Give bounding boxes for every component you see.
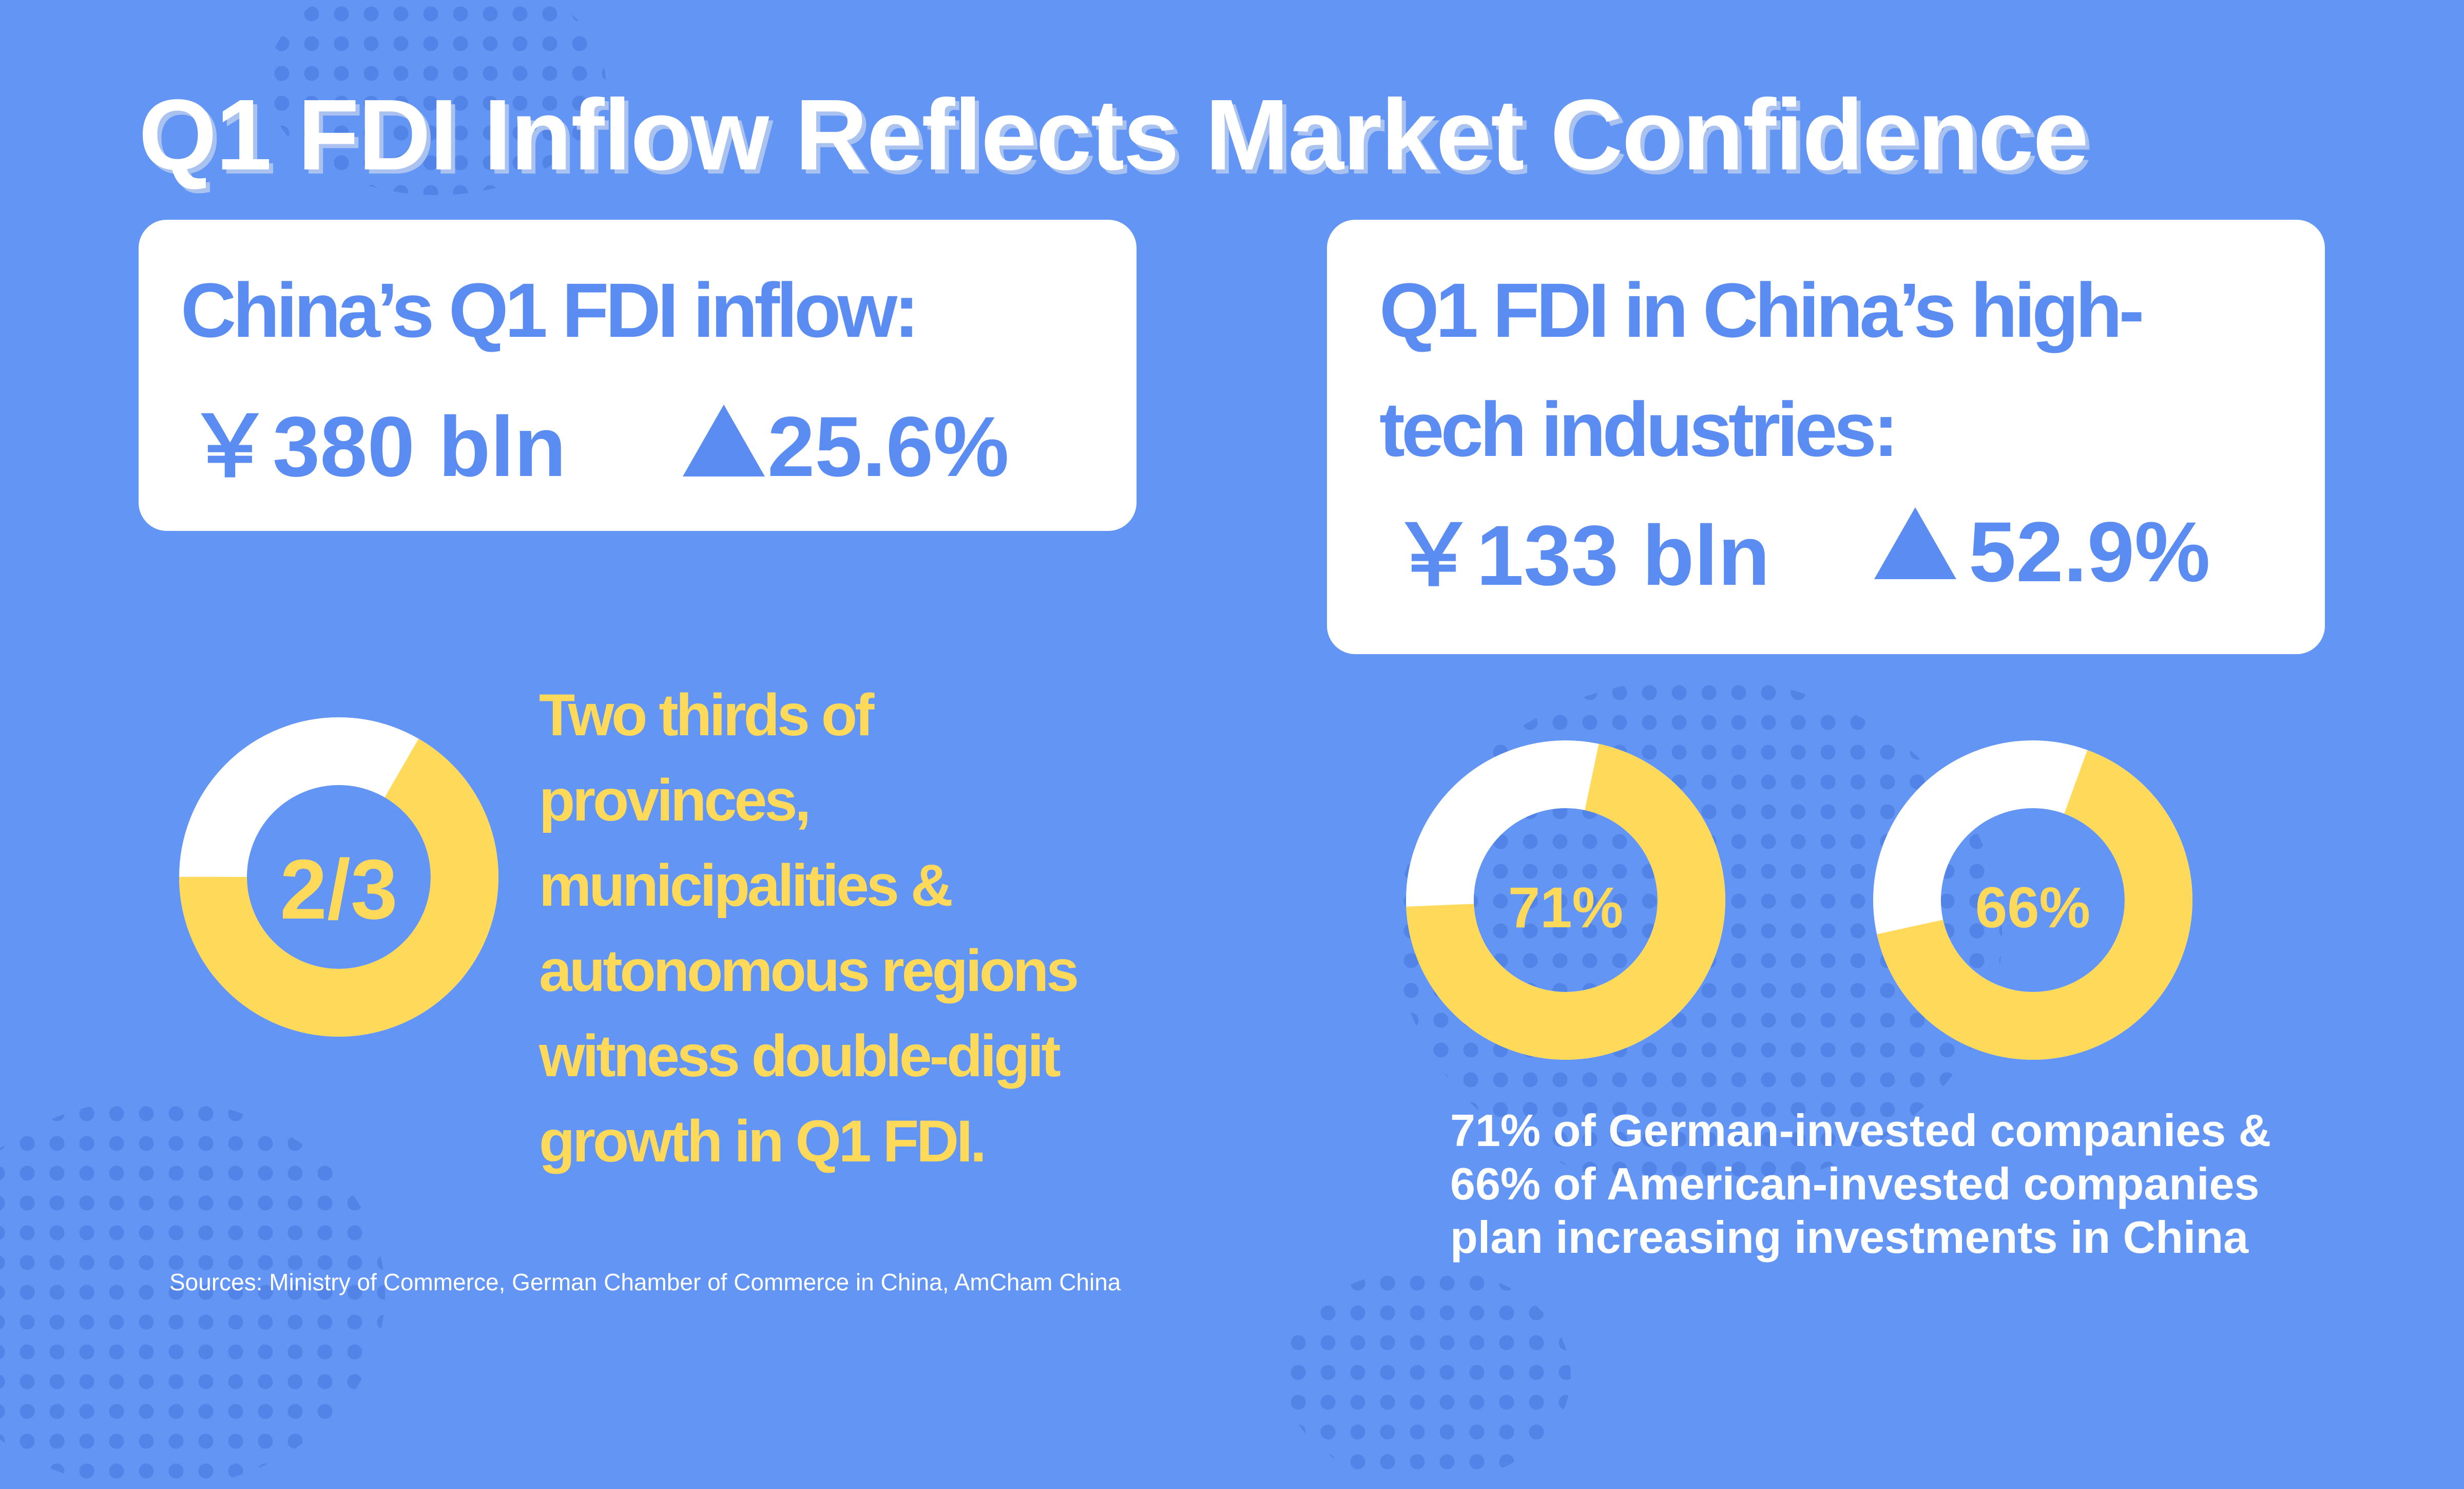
american-donut-label: 66%: [1975, 875, 2091, 940]
dot-pattern-top: [267, 0, 606, 195]
provinces-description-line: growth in Q1 FDI.: [539, 1109, 987, 1174]
donut-arc: [1406, 740, 1725, 1060]
german-donut-label: 71%: [1508, 875, 1624, 940]
american-companies-donut-chart: [1873, 740, 2192, 1060]
provinces-donut-chart: [179, 717, 498, 1037]
high-tech-fdi-card: Q1 FDI in China’s high- tech industries:…: [1327, 220, 2325, 654]
growth-up-triangle-icon: [1874, 507, 1956, 579]
fdi-inflow-card: China’s Q1 FDI inflow: ￥380 bln 25.6%: [139, 220, 1137, 531]
companies-note-line: 66% of American-invested companies: [1450, 1158, 2260, 1209]
high-tech-amount: ￥133 bln: [1391, 508, 1770, 603]
provinces-description-line: municipalities &: [539, 853, 953, 919]
provinces-description: Two thirds of provinces, municipalities …: [539, 673, 1129, 1184]
fdi-inflow-growth: 25.6%: [767, 399, 1009, 494]
provinces-description-line: Two thirds of: [539, 682, 874, 748]
german-companies-donut-chart: [1406, 740, 1725, 1060]
provinces-description-line: provinces,: [539, 768, 811, 833]
growth-up-triangle-icon: [683, 405, 765, 476]
provinces-description-line: autonomous regions: [539, 938, 1079, 1004]
provinces-description-line: witness double-digit: [539, 1023, 1061, 1089]
companies-investment-note: 71% of German-invested companies & 66% o…: [1450, 1104, 2271, 1264]
high-tech-growth: 52.9%: [1969, 505, 2210, 600]
provinces-donut-label: 2/3: [280, 842, 398, 937]
companies-note-line: plan increasing investments in China: [1450, 1212, 2249, 1263]
high-tech-heading-line2: tech industries:: [1379, 386, 1899, 472]
high-tech-heading-line1: Q1 FDI in China’s high-: [1379, 267, 2144, 353]
companies-note-line: 71% of German-invested companies &: [1450, 1105, 2272, 1156]
sources-footnote: Sources: Ministry of Commerce, German Ch…: [169, 1269, 1121, 1295]
fdi-inflow-amount: ￥380 bln: [187, 399, 567, 494]
dot-pattern-bottom-center: [1283, 1268, 1571, 1484]
page-title: Q1 FDI Inflow Reflects Market Confidence: [139, 79, 2089, 191]
fdi-inflow-heading: China’s Q1 FDI inflow:: [181, 267, 919, 353]
